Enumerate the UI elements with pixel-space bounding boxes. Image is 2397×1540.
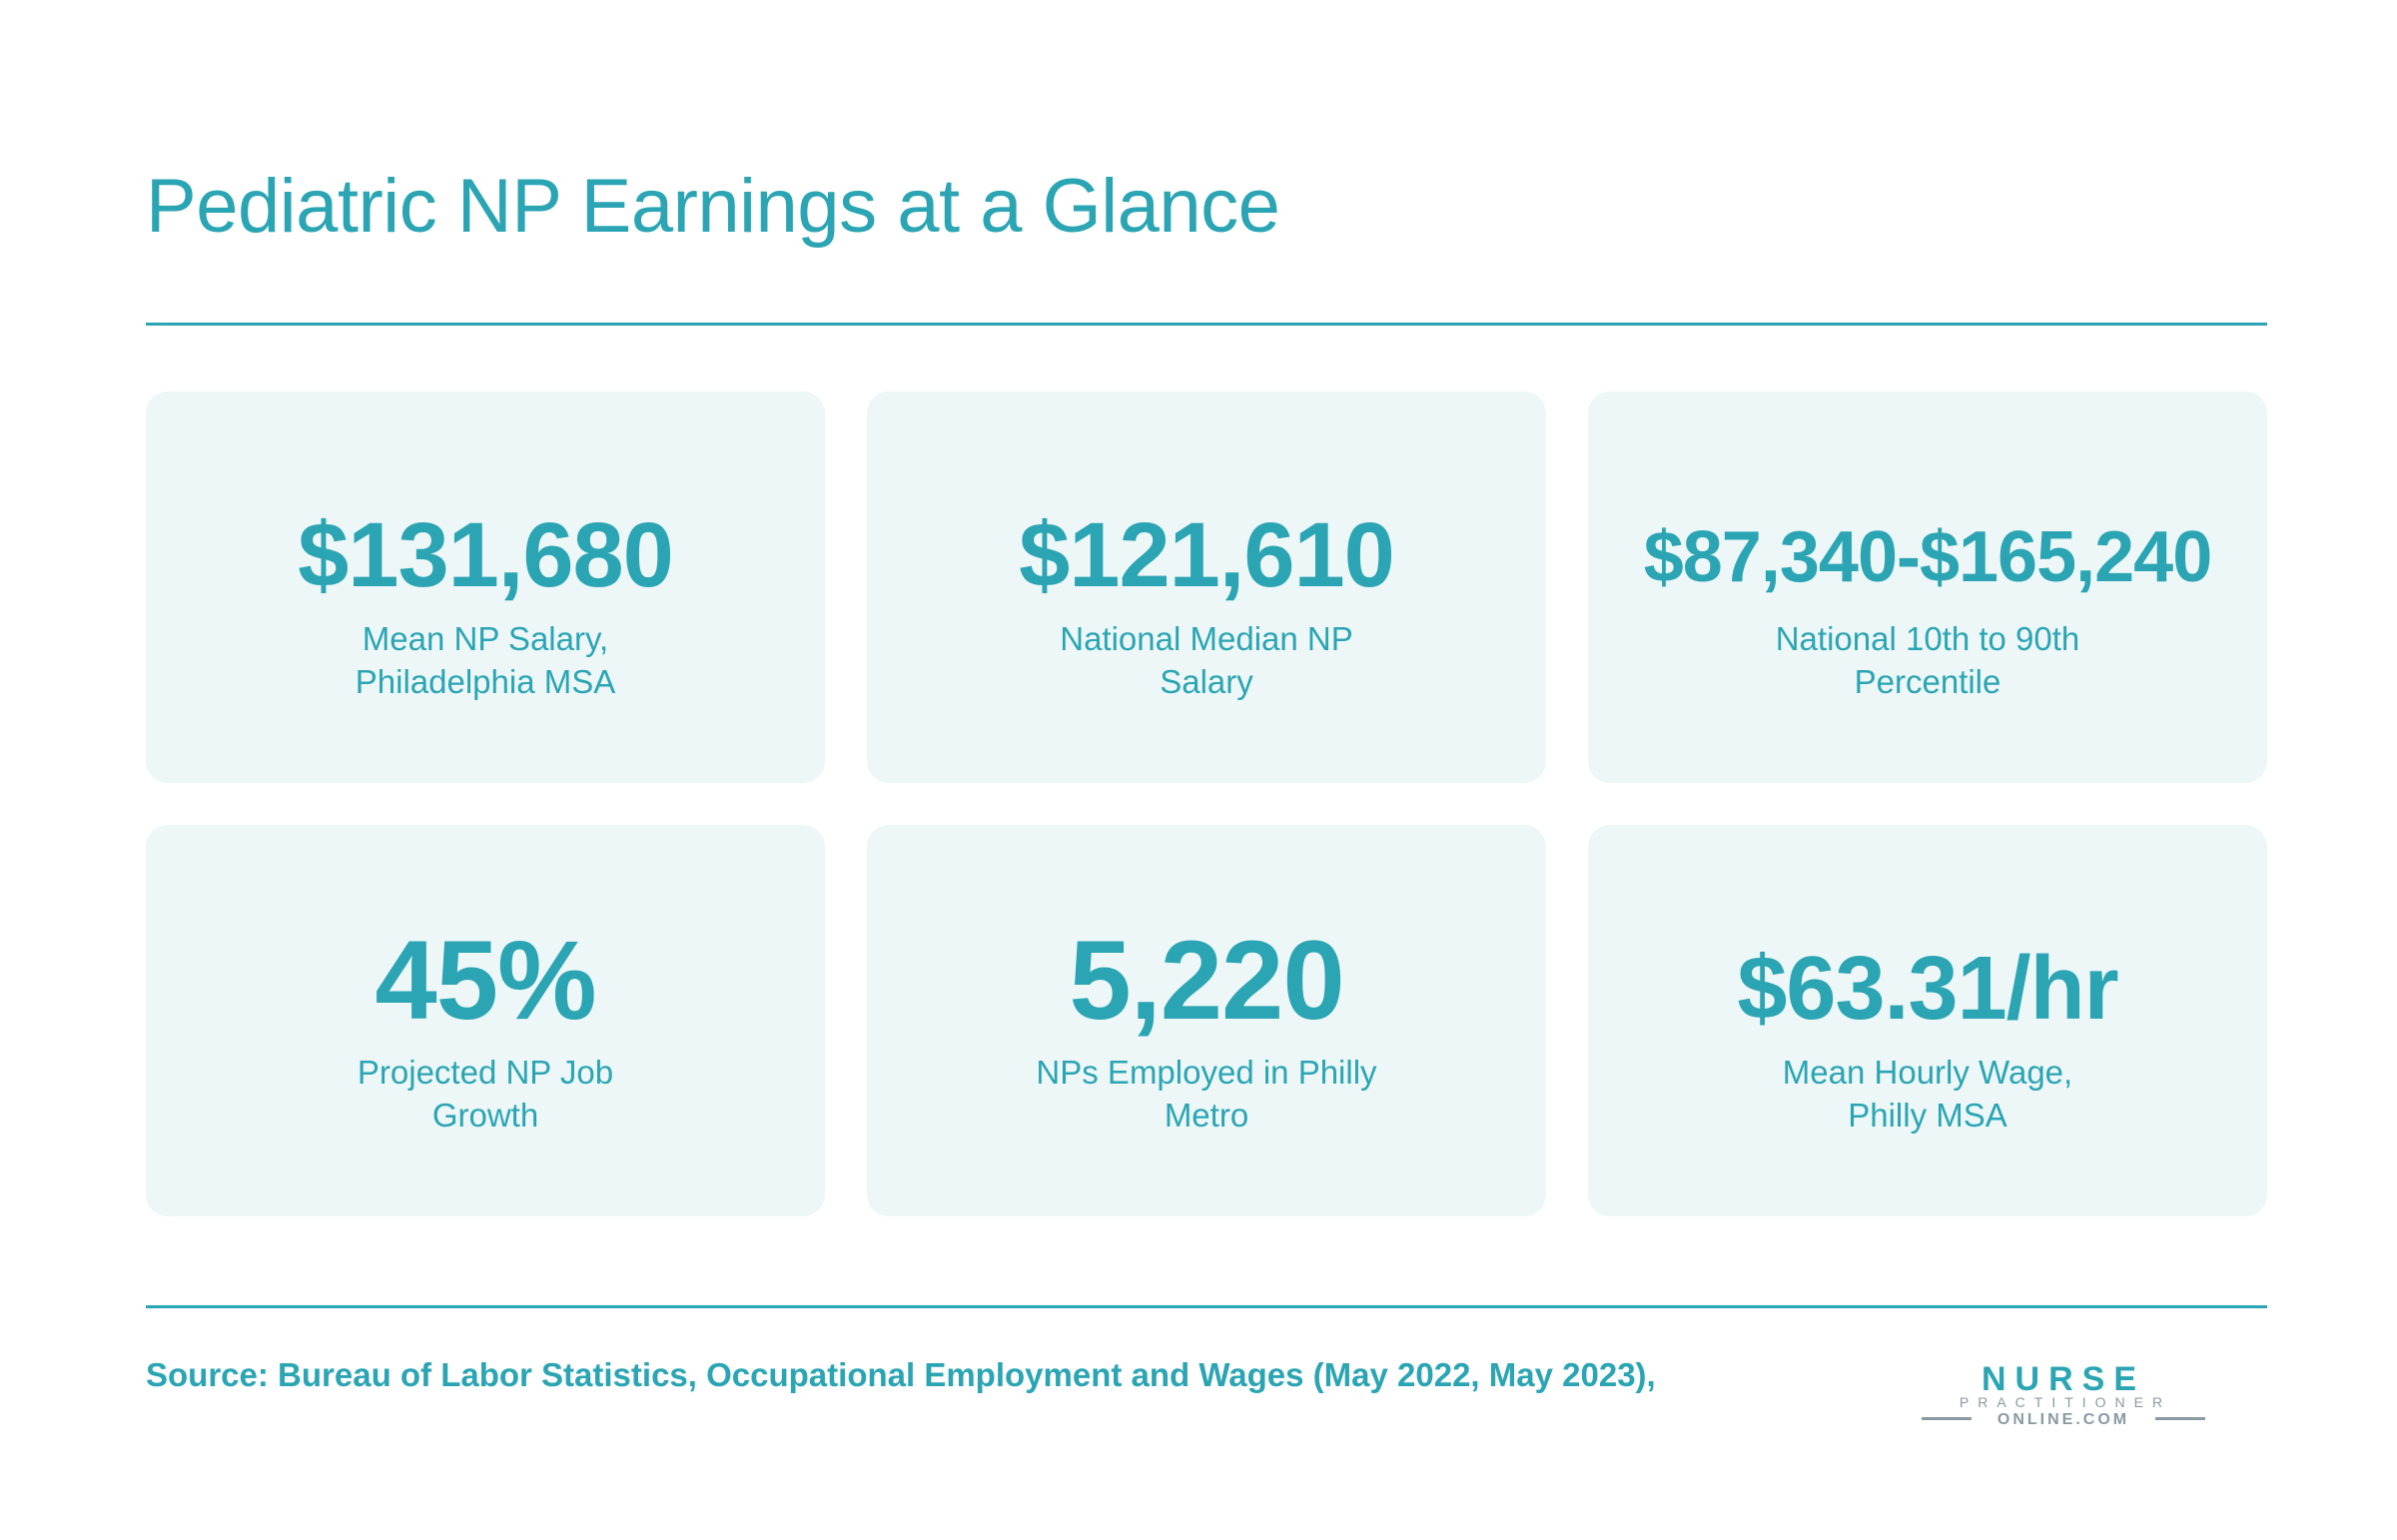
stat-card-employed: 5,220 NPs Employed in Philly Metro (867, 825, 1546, 1216)
stat-value: 45% (375, 918, 596, 1043)
page-title: Pediatric NP Earnings at a Glance (146, 163, 1280, 249)
logo-word-nurse: NURSE (1982, 1362, 2145, 1398)
stat-label: Mean Hourly Wage, Philly MSA (1782, 1054, 2073, 1134)
nurse-practitioner-online-logo: NURSE PRACTITIONER ONLINE.COM (1922, 1362, 2205, 1426)
stat-card-median-salary: $121,610 National Median NP Salary (867, 391, 1546, 783)
stat-card-job-growth: 45% Projected NP Job Growth (146, 825, 825, 1216)
stat-value: $87,340-$165,240 (1643, 517, 2213, 597)
stat-card-hourly-wage: $63.31/hr Mean Hourly Wage, Philly MSA (1588, 825, 2267, 1216)
bottom-divider (146, 1305, 2267, 1308)
stats-grid: $131,680 Mean NP Salary, Philadelphia MS… (146, 391, 2267, 1216)
stat-label: Mean NP Salary, Philadelphia MSA (355, 620, 616, 700)
logo-rule-left (1922, 1417, 1972, 1420)
logo-word-practitioner: PRACTITIONER (1960, 1394, 2171, 1410)
logo-rule-right (2155, 1417, 2205, 1420)
stat-value: $121,610 (1019, 504, 1395, 606)
top-divider (146, 323, 2267, 326)
source-citation: Source: Bureau of Labor Statistics, Occu… (146, 1356, 1656, 1393)
stat-card-mean-salary: $131,680 Mean NP Salary, Philadelphia MS… (146, 391, 825, 783)
stat-label: National 10th to 90th Percentile (1775, 620, 2080, 700)
stat-value: 5,220 (1069, 918, 1344, 1043)
stat-card-percentile-range: $87,340-$165,240 National 10th to 90th P… (1588, 391, 2267, 783)
stat-label: NPs Employed in Philly Metro (1036, 1054, 1377, 1134)
stat-label: Projected NP Job Growth (357, 1054, 614, 1134)
stat-value: $63.31/hr (1737, 939, 2118, 1039)
logo-word-online: ONLINE.COM (1998, 1411, 2129, 1426)
stat-value: $131,680 (298, 504, 674, 606)
stat-label: National Median NP Salary (1060, 620, 1353, 700)
